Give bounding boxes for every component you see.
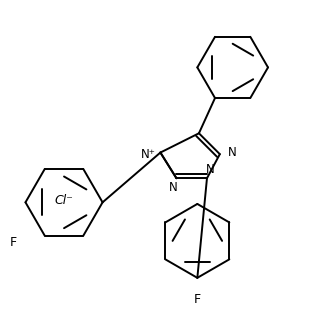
Text: N⁺: N⁺ (141, 148, 156, 161)
Text: N: N (169, 181, 178, 194)
Text: N: N (228, 146, 237, 159)
Text: Cl⁻: Cl⁻ (54, 194, 74, 207)
Text: F: F (194, 293, 201, 306)
Text: F: F (10, 236, 17, 249)
Text: N: N (206, 163, 214, 176)
